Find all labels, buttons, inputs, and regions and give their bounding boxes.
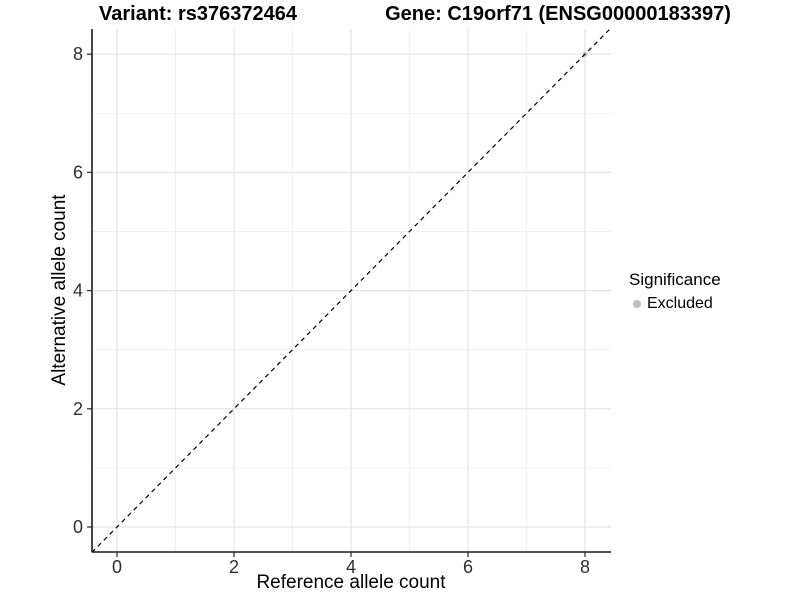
legend-item-label: Excluded (647, 295, 713, 312)
x-tick-label: 4 (346, 557, 356, 577)
legend-item-excluded: Excluded (633, 295, 721, 313)
gene-title: Gene: C19orf71 (ENSG00000183397) (385, 3, 731, 25)
y-tick-label: 4 (73, 281, 83, 301)
x-tick-label: 8 (580, 557, 590, 577)
legend: Significance Excluded (629, 270, 721, 313)
legend-point-icon (633, 300, 641, 308)
x-axis-title: Reference allele count (256, 572, 446, 593)
y-tick-label: 6 (73, 162, 83, 182)
identity-line (91, 27, 612, 553)
x-tick-label: 0 (112, 557, 122, 577)
y-tick-label: 8 (73, 44, 83, 64)
y-tick-label: 0 (73, 517, 83, 537)
variant-title: Variant: rs376372464 (99, 3, 297, 25)
y-tick-label: 2 (73, 399, 83, 419)
x-tick-label: 2 (229, 557, 239, 577)
legend-title: Significance (629, 270, 721, 289)
x-tick-label: 6 (463, 557, 473, 577)
